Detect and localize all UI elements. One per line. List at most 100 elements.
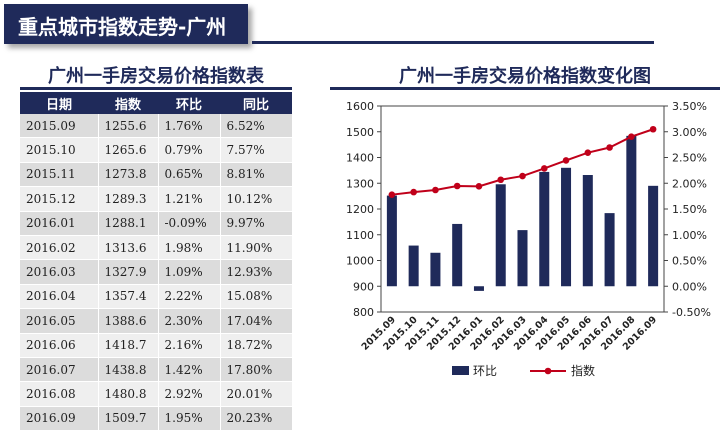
table-row: 2015.11 1273.8 0.65% 8.81% xyxy=(20,162,293,188)
legend-label-index: 指数 xyxy=(571,363,595,378)
legend-swatch-mom xyxy=(452,366,469,375)
cell-mom: 2.92% xyxy=(158,381,221,407)
table-row: 2015.12 1289.3 1.21% 10.12% xyxy=(20,186,293,212)
cell-mom: -0.09% xyxy=(158,211,221,236)
table-row: 2016.01 1288.1 -0.09% 9.97% xyxy=(20,211,293,236)
cell-date: 2015.10 xyxy=(20,137,99,163)
left-axis-tick-label: 1500 xyxy=(346,126,374,139)
right-axis-tick-label: -0.50% xyxy=(672,306,711,319)
right-axis-tick-label: 3.00% xyxy=(672,126,707,139)
bar-mom xyxy=(495,184,506,287)
left-axis-tick-label: 1300 xyxy=(346,177,374,190)
line-point-index xyxy=(453,182,461,190)
right-axis-tick-label: 1.00% xyxy=(672,229,707,242)
cell-yoy: 10.12% xyxy=(220,186,293,212)
cell-mom: 1.21% xyxy=(158,186,221,212)
line-point-index xyxy=(432,186,439,194)
cell-yoy: 8.81% xyxy=(220,162,293,188)
cell-yoy: 11.90% xyxy=(220,235,293,261)
cell-date: 2016.08 xyxy=(20,381,99,407)
cell-date: 2016.06 xyxy=(20,333,99,358)
table-row: 2016.05 1388.6 2.30% 17.04% xyxy=(20,308,293,334)
left-axis-tick-label: 1200 xyxy=(346,203,374,216)
cell-mom: 1.09% xyxy=(158,259,221,285)
line-point-index xyxy=(628,133,635,140)
cell-yoy: 12.93% xyxy=(220,259,293,285)
chart-title: 广州一手房交易价格指数变化图 xyxy=(399,66,651,87)
cell-index: 1313.6 xyxy=(98,235,159,261)
cell-mom: 2.30% xyxy=(158,308,221,334)
line-point-index xyxy=(562,157,570,164)
line-point-index xyxy=(388,191,396,198)
bar-mom xyxy=(452,223,463,287)
cell-yoy: 15.08% xyxy=(220,284,293,310)
cell-yoy: 7.57% xyxy=(220,137,293,163)
line-point-index xyxy=(410,188,417,196)
page-banner: 重点城市指数走势-广州 xyxy=(4,4,248,44)
bar-mom xyxy=(473,286,484,291)
cell-yoy: 18.72% xyxy=(220,333,293,358)
cell-date: 2016.05 xyxy=(20,308,99,334)
table-row: 2016.03 1327.9 1.09% 12.93% xyxy=(20,259,293,285)
bar-mom xyxy=(386,195,397,287)
bar-mom xyxy=(408,245,419,287)
cell-index: 1255.6 xyxy=(98,114,159,139)
cell-index: 1480.8 xyxy=(98,381,159,407)
cell-date: 2016.02 xyxy=(20,235,99,261)
line-point-index xyxy=(497,176,505,184)
cell-mom: 2.16% xyxy=(158,333,221,358)
cell-yoy: 17.80% xyxy=(220,357,293,383)
cell-mom: 1.76% xyxy=(158,114,221,139)
line-point-index xyxy=(519,172,526,180)
line-point-index xyxy=(606,144,613,151)
table-title: 广州一手房交易价格指数表 xyxy=(48,66,264,87)
bar-mom xyxy=(604,213,615,287)
left-axis-tick-label: 900 xyxy=(353,280,374,293)
left-axis-tick-label: 1600 xyxy=(346,100,374,113)
cell-date: 2016.04 xyxy=(20,284,99,310)
cell-mom: 0.65% xyxy=(158,162,221,188)
cell-mom: 2.22% xyxy=(158,284,221,310)
header-divider xyxy=(252,41,654,44)
cell-index: 1288.1 xyxy=(98,211,159,236)
cell-yoy: 9.97% xyxy=(220,211,293,236)
cell-index: 1418.7 xyxy=(98,333,159,358)
table-row: 2016.07 1438.8 1.42% 17.80% xyxy=(20,357,293,383)
cell-mom: 0.79% xyxy=(158,137,221,163)
cell-date: 2015.12 xyxy=(20,186,99,212)
line-index xyxy=(391,128,654,196)
chart-title-underline xyxy=(330,87,720,90)
cell-mom: 1.42% xyxy=(158,357,221,383)
page-title: 重点城市指数走势-广州 xyxy=(18,15,227,39)
bar-mom xyxy=(561,167,572,287)
cell-date: 2016.07 xyxy=(20,357,99,383)
left-axis-tick-label: 1100 xyxy=(346,229,374,242)
bar-mom xyxy=(539,171,550,287)
table-row: 2015.09 1255.6 1.76% 6.52% xyxy=(20,114,293,139)
index-chart: 800 900 1000 1100 1200 1300 1400 1500 1600 -0.50%… xyxy=(346,100,711,378)
line-point-index xyxy=(475,183,483,190)
legend-label-mom: 环比 xyxy=(473,364,497,378)
bar-mom xyxy=(582,175,593,287)
bar-mom xyxy=(626,135,637,287)
bar-mom xyxy=(517,230,528,287)
right-axis-tick-label: 1.50% xyxy=(672,203,707,216)
table-row: 2015.10 1265.6 0.79% 7.57% xyxy=(20,137,293,163)
left-axis-tick-label: 800 xyxy=(353,306,374,319)
line-point-index xyxy=(540,165,548,172)
cell-index: 1265.6 xyxy=(98,137,159,163)
line-point-index xyxy=(649,125,657,133)
header-mom: 环比 xyxy=(158,92,220,114)
bar-mom xyxy=(648,185,659,287)
left-axis-tick-label: 1400 xyxy=(346,152,374,165)
table-row: 2016.06 1418.7 2.16% 18.72% xyxy=(20,333,293,358)
right-axis-tick-label: 2.50% xyxy=(672,152,707,165)
bar-mom xyxy=(430,252,441,287)
cell-index: 1388.6 xyxy=(98,308,159,334)
cell-index: 1357.4 xyxy=(98,284,159,310)
table-header-row: 日期 指数 环比 同比 xyxy=(20,92,292,114)
header-date: 日期 xyxy=(20,92,98,114)
legend-marker-index xyxy=(544,367,552,375)
cell-yoy: 20.01% xyxy=(220,381,293,407)
cell-index: 1327.9 xyxy=(98,259,159,285)
